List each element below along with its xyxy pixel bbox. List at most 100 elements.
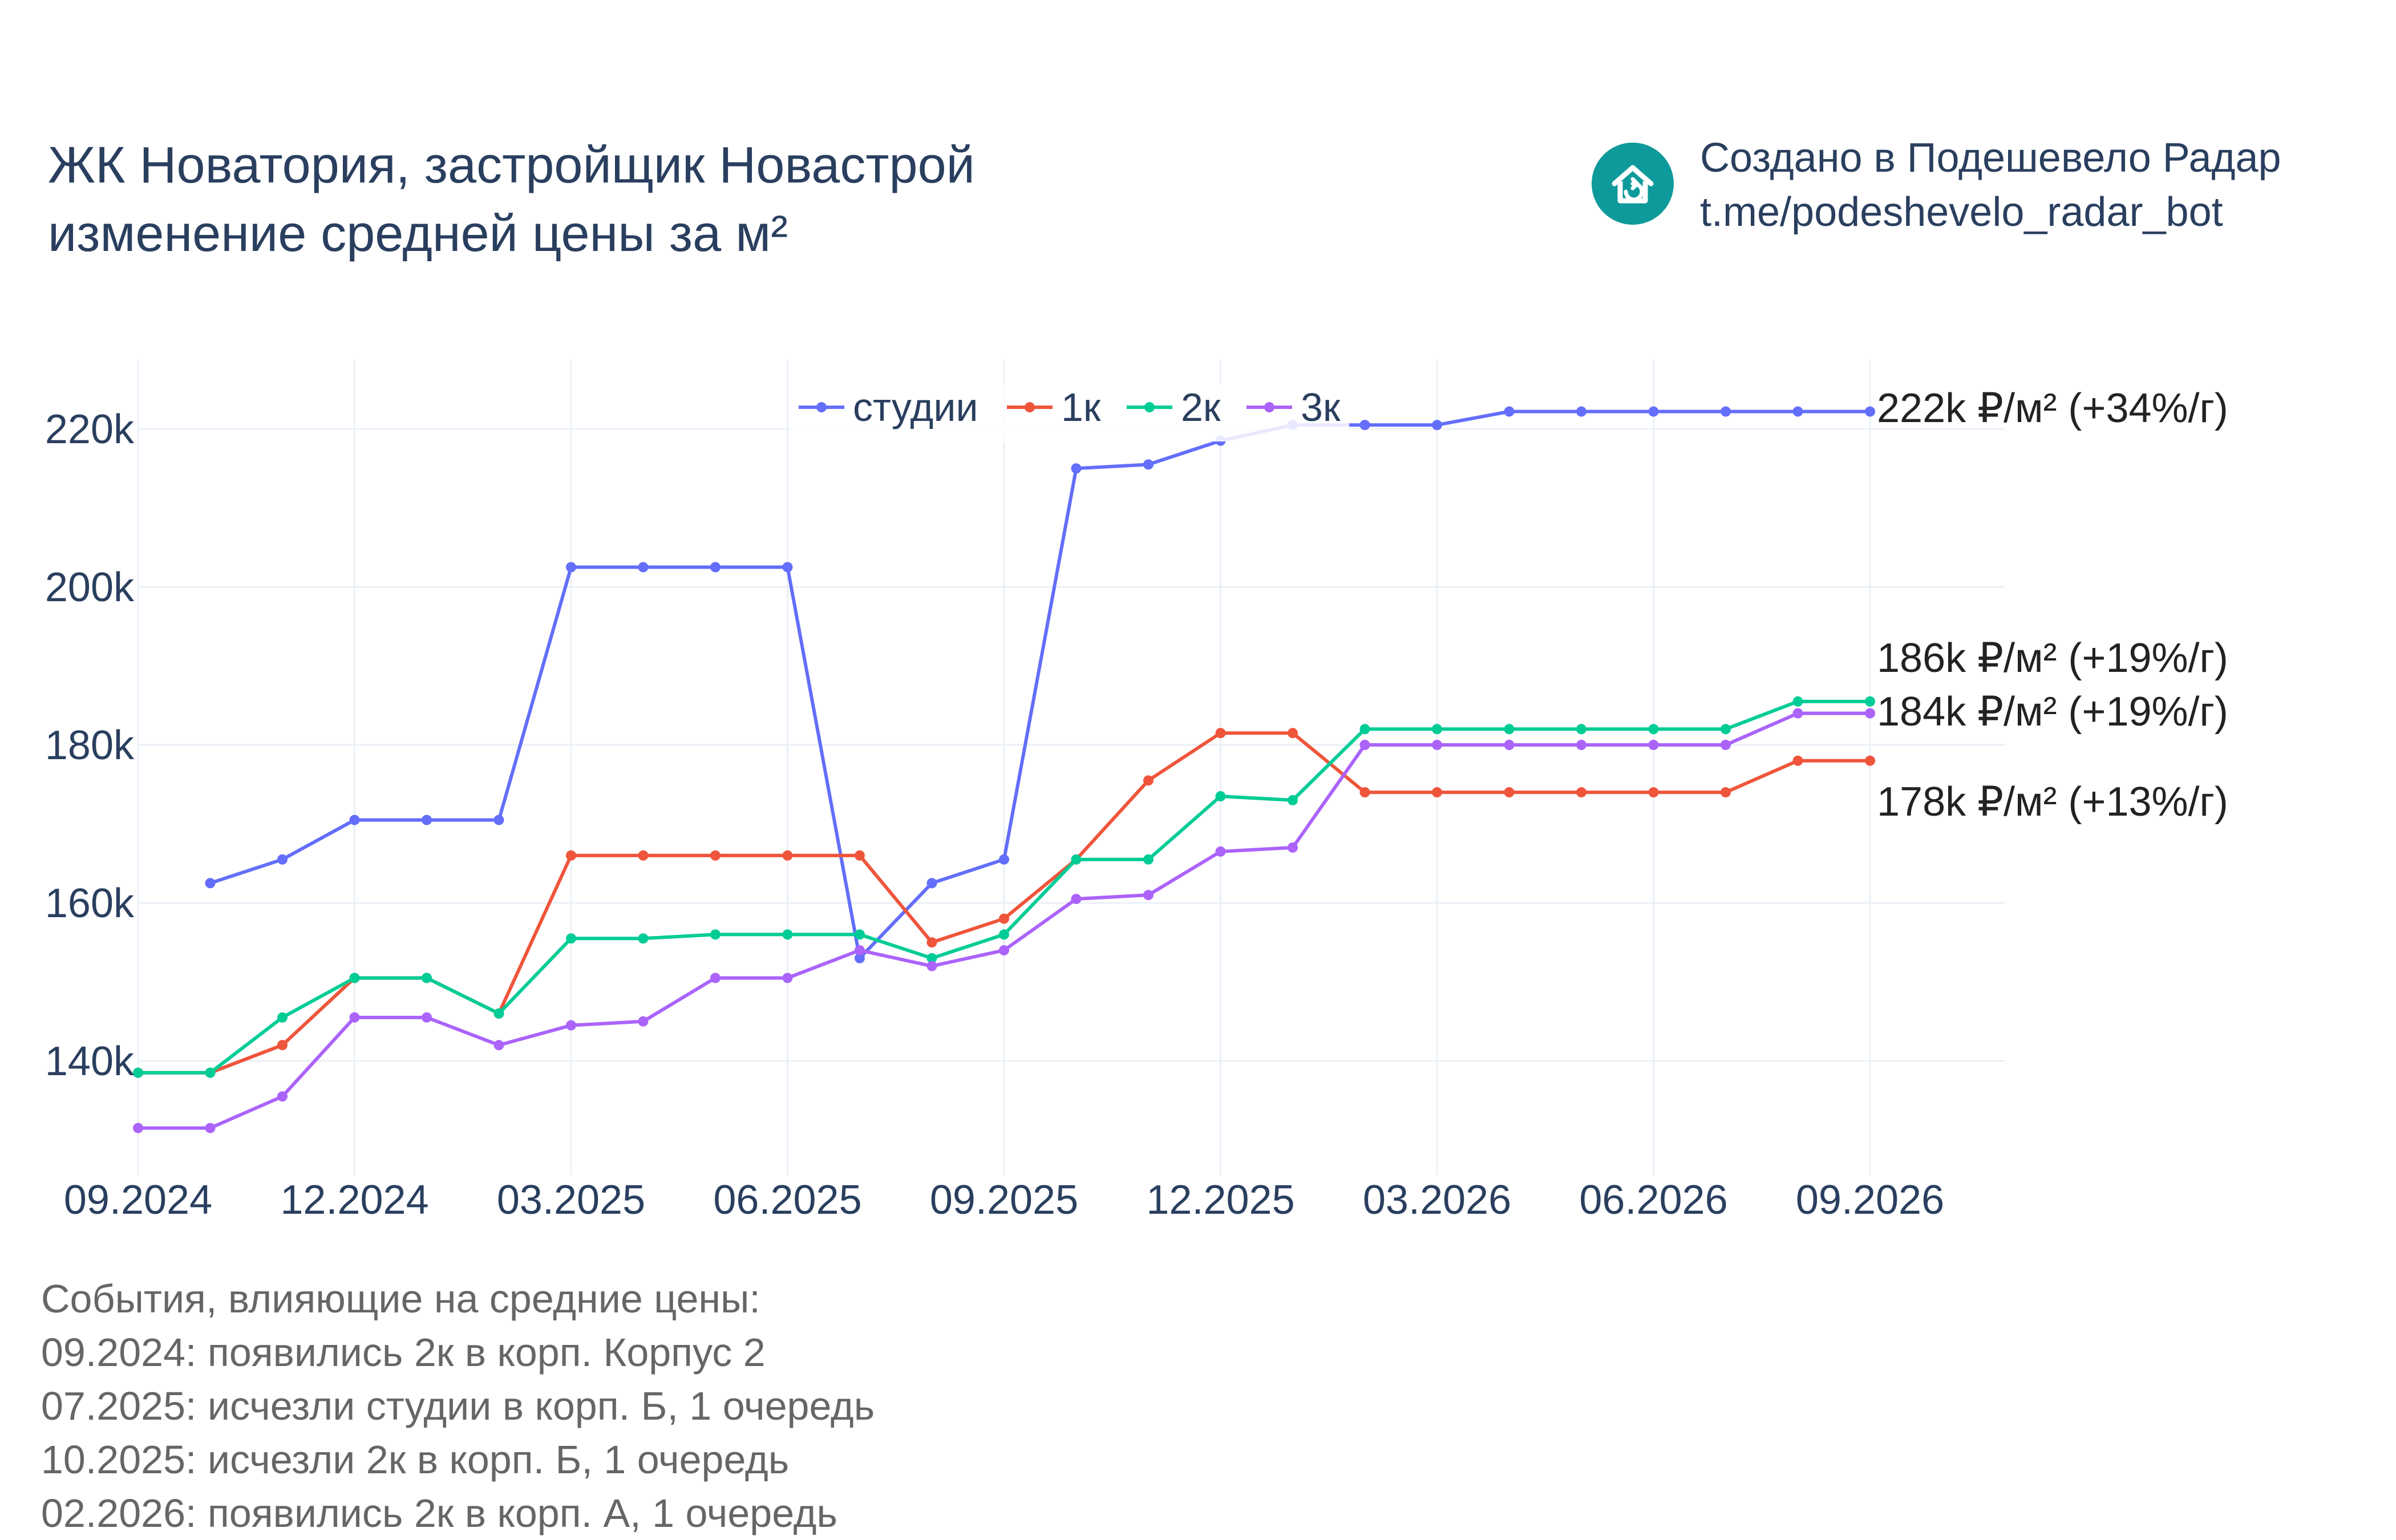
data-point	[1792, 708, 1803, 719]
data-point	[1721, 787, 1731, 798]
data-point	[1648, 787, 1659, 798]
legend-label: 3к	[1301, 385, 1341, 429]
brand-line2[interactable]: t.me/podeshevelo_radar_bot	[1700, 189, 2223, 235]
data-point	[999, 854, 1009, 865]
data-point	[1071, 854, 1082, 865]
data-point	[566, 562, 576, 573]
data-point	[277, 854, 288, 865]
data-point	[1792, 406, 1803, 417]
data-point	[566, 1020, 576, 1031]
data-point	[493, 1040, 504, 1051]
data-point	[1432, 787, 1442, 798]
data-point	[277, 1091, 288, 1102]
data-point	[1648, 724, 1659, 735]
data-point	[1721, 740, 1731, 750]
data-point	[1504, 724, 1515, 735]
x-tick-label: 06.2026	[1579, 1177, 1727, 1223]
x-tick-label: 03.2025	[497, 1177, 645, 1223]
house-refresh-icon	[1592, 143, 1674, 225]
data-point	[566, 850, 576, 861]
legend-item-3[interactable]: 2к	[1127, 385, 1221, 429]
data-point	[422, 814, 432, 825]
x-tick-label: 09.2025	[930, 1177, 1078, 1223]
legend-item-2[interactable]: 1к	[1007, 385, 1101, 429]
event-item-4: 02.2026: появились 2к в корп. А, 1 очере…	[41, 1491, 837, 1535]
data-point	[710, 562, 721, 573]
data-point	[1071, 894, 1082, 905]
data-point	[855, 953, 865, 963]
series-end-label: 222k ₽/м² (+34%/г)	[1877, 386, 2228, 431]
data-point	[1576, 724, 1586, 735]
data-point	[855, 850, 865, 861]
data-point	[1359, 787, 1370, 798]
data-point	[1143, 459, 1154, 470]
y-tick-label: 180k	[45, 723, 135, 768]
data-point	[710, 929, 721, 940]
data-point	[638, 933, 649, 944]
data-point	[926, 961, 937, 971]
data-point	[1576, 740, 1586, 750]
legend-label: 2к	[1181, 385, 1221, 429]
data-point	[566, 933, 576, 944]
data-point	[422, 1012, 432, 1023]
data-point	[1288, 728, 1298, 739]
data-point	[782, 972, 793, 983]
legend-background	[790, 383, 1349, 441]
data-point	[782, 850, 793, 861]
data-point	[205, 1067, 216, 1078]
data-point	[493, 814, 504, 825]
data-point	[1576, 406, 1586, 417]
series-3	[133, 696, 1875, 1078]
data-point	[1648, 406, 1659, 417]
data-point	[1143, 854, 1154, 865]
data-point	[1721, 724, 1731, 735]
data-point	[277, 1040, 288, 1051]
chart-end-labels: 222k ₽/м² (+34%/г) 178k ₽/м² (+13%/г) 186k…	[1877, 386, 2228, 825]
brand-block: Создано в Подешевело Радар t.me/podeshev…	[1592, 131, 2333, 245]
data-point	[205, 878, 216, 889]
data-point	[493, 1008, 504, 1019]
legend-marker	[1264, 402, 1274, 412]
legend-marker	[1144, 402, 1155, 412]
legend-item-4[interactable]: 3к	[1246, 385, 1341, 429]
data-point	[1288, 842, 1298, 853]
data-point	[638, 562, 649, 573]
series-line	[209, 410, 1870, 960]
series-1	[205, 406, 1875, 963]
event-item-1: 09.2024: появились 2к в корп. Корпус 2	[41, 1330, 766, 1375]
data-point	[638, 850, 649, 861]
chart-grid	[137, 359, 2005, 1175]
legend-marker	[816, 402, 827, 412]
data-point	[1359, 740, 1370, 750]
chart-title-line1: ЖК Новатория, застройщик Новастрой	[48, 137, 975, 194]
legend-label: 1к	[1061, 385, 1101, 429]
chart-title-line2: изменение средней цены за м²	[48, 205, 788, 262]
data-point	[349, 972, 360, 983]
y-tick-label: 200k	[45, 565, 135, 610]
data-point	[422, 972, 432, 983]
events-block: События, влияющие на средние цены: 09.20…	[41, 1272, 875, 1540]
data-point	[1215, 791, 1226, 802]
data-point	[349, 1012, 360, 1023]
series-4	[133, 708, 1875, 1133]
legend-item-1[interactable]: студии	[799, 385, 978, 429]
x-tick-label: 09.2024	[64, 1177, 212, 1223]
data-point	[999, 929, 1009, 940]
data-point	[710, 972, 721, 983]
data-point	[1359, 420, 1370, 431]
series-end-label: 184k ₽/м² (+19%/г)	[1877, 689, 2228, 735]
data-point	[926, 937, 937, 948]
chart-legend[interactable]: студии 1к 2к 3к	[790, 383, 1349, 441]
data-point	[205, 1122, 216, 1133]
legend-marker	[1025, 402, 1035, 412]
data-point	[1359, 724, 1370, 735]
x-tick-label: 09.2026	[1796, 1177, 1944, 1223]
data-point	[782, 929, 793, 940]
data-point	[1432, 420, 1442, 431]
data-point	[133, 1122, 143, 1133]
data-point	[1071, 463, 1082, 474]
series-end-label: 186k ₽/м² (+19%/г)	[1877, 635, 2228, 681]
data-point	[1215, 846, 1226, 857]
brand-text: Создано в Подешевело Радар t.me/podeshev…	[1700, 131, 2281, 240]
